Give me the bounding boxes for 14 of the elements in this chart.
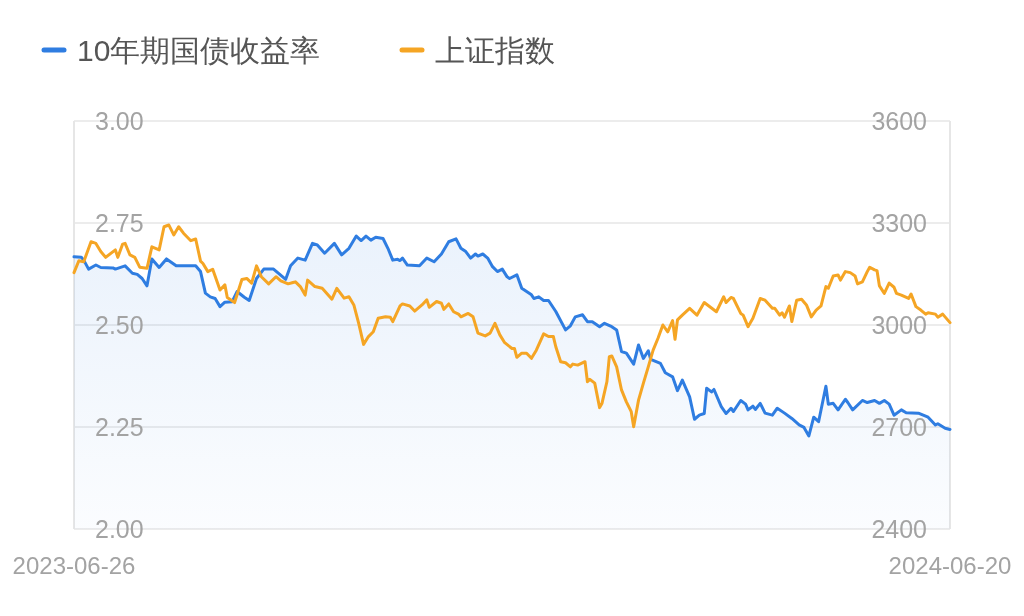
legend-label: 10年期国债收益率 xyxy=(77,33,321,67)
x-tick-label: 2023-06-26 xyxy=(12,551,136,579)
x-tick-label: 2024-06-20 xyxy=(888,551,1012,579)
y2-tick-label: 3300 xyxy=(871,209,927,237)
y-tick-label: 2.25 xyxy=(95,413,144,441)
y2-tick-label: 3600 xyxy=(871,107,927,135)
legend-label: 上证指数 xyxy=(435,33,555,67)
y-tick-label: 3.00 xyxy=(95,107,144,135)
y2-tick-label: 3000 xyxy=(871,311,927,339)
y2-tick-label: 2400 xyxy=(871,515,927,543)
y-tick-label: 2.00 xyxy=(95,515,144,543)
y2-tick-label: 2700 xyxy=(871,413,927,441)
y-tick-label: 2.50 xyxy=(95,311,144,339)
y-tick-label: 2.75 xyxy=(95,209,144,237)
